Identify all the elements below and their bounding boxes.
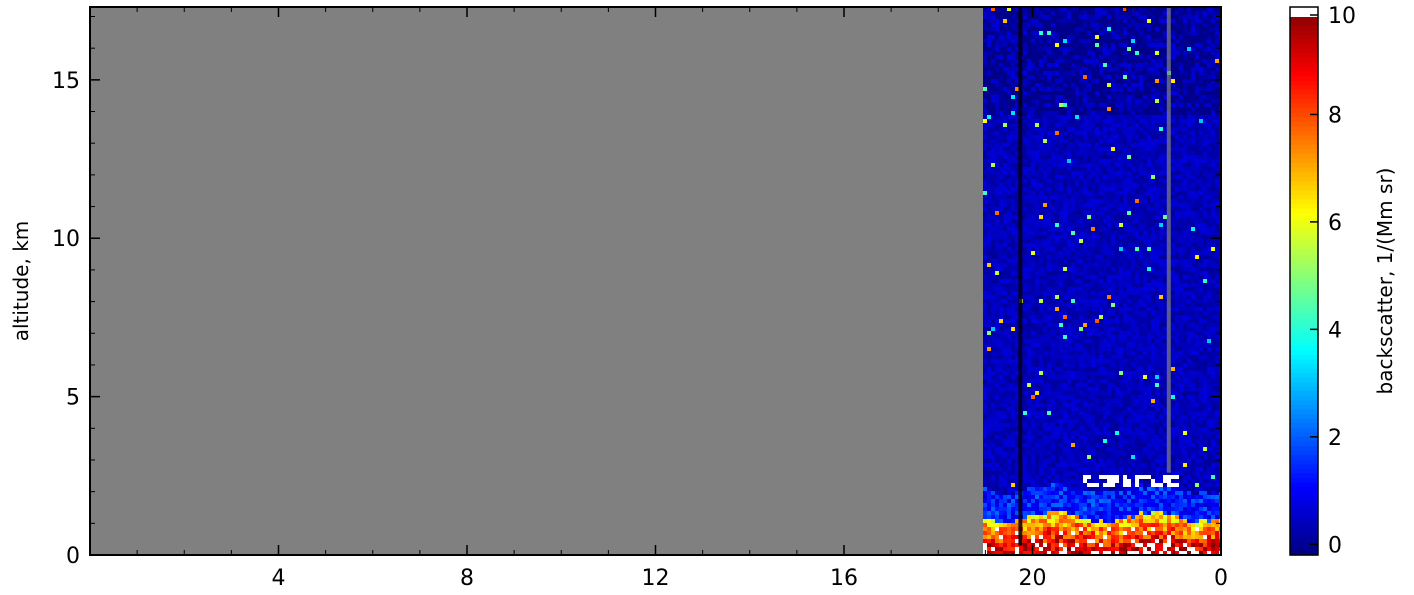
x-tick-label: 20 [1019,566,1047,591]
backscatter-heatmap [983,7,1221,555]
colorbar-tick-label: 8 [1328,103,1342,128]
colorbar-tick-label: 6 [1328,211,1342,236]
plot-area [89,6,1222,556]
y-tick-label: 5 [66,386,80,411]
y-axis-label: altitude, km [9,221,33,342]
x-tick-label: 16 [830,566,858,591]
y-tick-label: 10 [52,227,80,252]
y-axis: 0 5 10 15 [52,16,1221,569]
y-tick-label: 15 [52,69,80,94]
colorbar-tick-label: 2 [1328,426,1342,451]
colorbar-tick-label: 0 [1328,533,1342,558]
x-tick-label: 12 [642,566,670,591]
x-tick-label: 8 [460,566,474,591]
colorbar-over-swatch [1290,7,1318,17]
colorbar-tick-label: 4 [1328,318,1342,343]
x-axis: 4 8 12 16 20 0 [136,7,1228,591]
colorbar: 0 2 4 6 8 10 [1289,4,1356,558]
y-tick-label: 0 [66,544,80,569]
colorbar-label: backscatter, 1/(Mm sr) [1373,168,1397,395]
x-tick-label: 0 [1214,566,1228,591]
x-tick-label: 4 [272,566,286,591]
colorbar-tick-label: 10 [1328,4,1356,29]
no-data-region [90,7,984,555]
